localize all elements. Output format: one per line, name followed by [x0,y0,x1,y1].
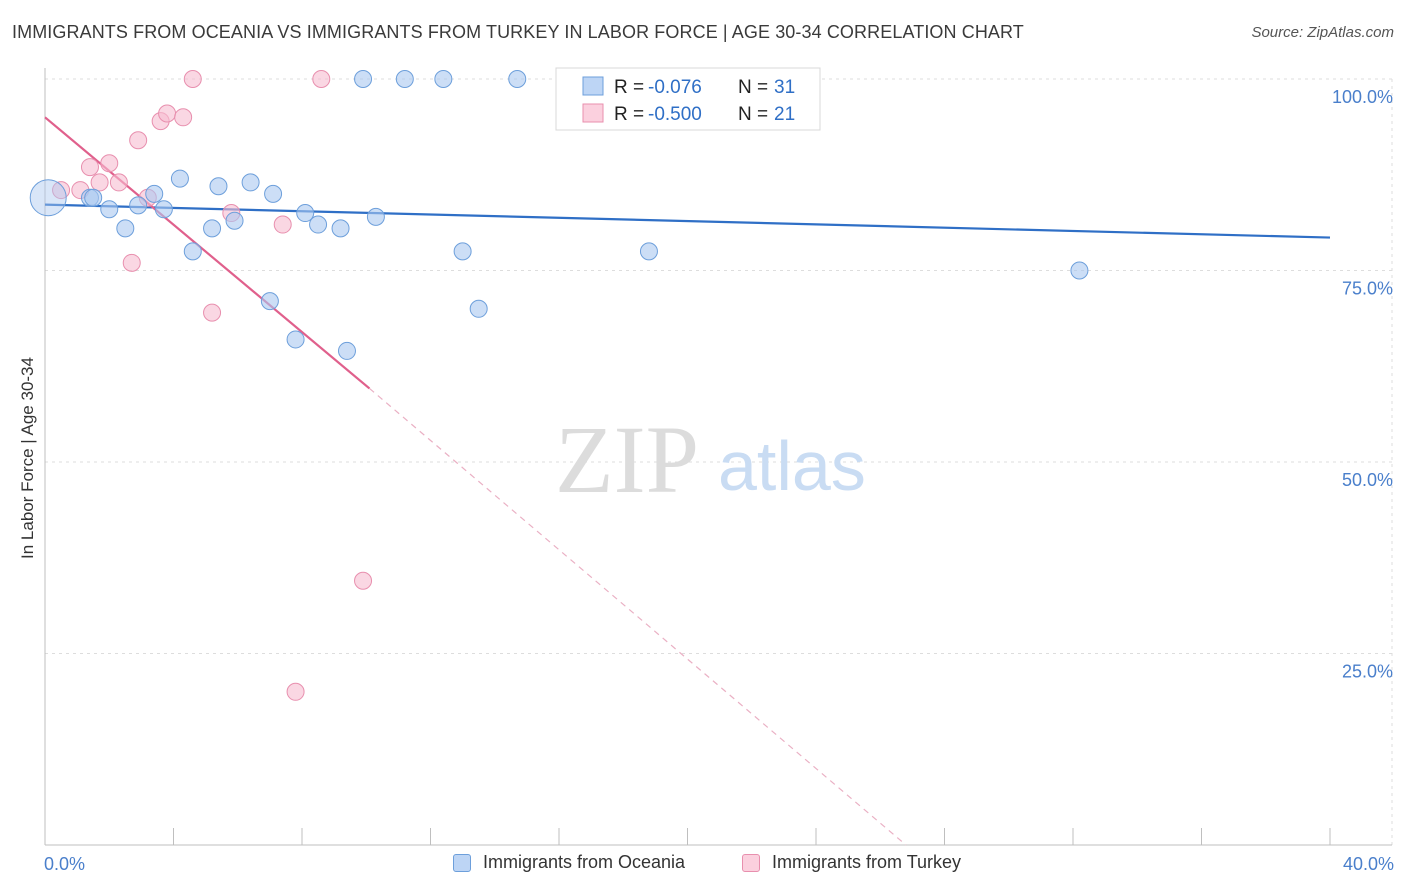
point-oceania[interactable] [129,196,148,215]
point-turkey[interactable] [286,682,305,701]
point-oceania[interactable] [260,292,279,311]
legend-n-label: N = [738,104,768,125]
point-turkey[interactable] [80,158,99,177]
point-oceania[interactable] [366,207,385,226]
point-turkey[interactable] [52,181,71,200]
chart-title: IMMIGRANTS FROM OCEANIA VS IMMIGRANTS FR… [12,22,1024,42]
point-oceania[interactable] [29,179,67,217]
point-oceania[interactable] [116,219,135,238]
point-turkey[interactable] [203,303,222,322]
watermark-atlas: atlas [718,427,866,505]
point-oceania[interactable] [508,70,527,88]
point-turkey[interactable] [312,70,331,88]
point-turkey[interactable] [122,253,141,272]
point-oceania[interactable] [286,330,305,349]
legend-item-oceania[interactable]: Immigrants from Oceania [453,852,685,873]
legend-item-turkey[interactable]: Immigrants from Turkey [742,852,961,873]
legend-r-value: -0.076 [648,77,702,98]
point-turkey[interactable] [354,571,373,590]
point-oceania[interactable] [453,242,472,261]
axes [44,68,1392,846]
legend-swatch-turkey [742,853,760,872]
point-oceania[interactable] [395,70,414,88]
series-legend: Immigrants from Oceania Immigrants from … [0,852,1406,878]
x-tick-label: 40.0% [1343,854,1394,874]
point-oceania[interactable] [1070,261,1089,280]
legend-n-value: 21 [774,104,795,125]
point-turkey[interactable] [90,173,109,192]
x-tick-label: 0.0% [44,854,85,874]
point-oceania[interactable] [209,177,228,196]
point-turkey[interactable] [109,173,128,192]
legend-r-label: R = [614,104,644,125]
point-turkey[interactable] [129,131,148,150]
point-turkey[interactable] [183,70,202,88]
legend-r-value: -0.500 [648,104,702,125]
trend-lines [44,116,1331,846]
y-tick-label: 25.0% [1342,662,1393,682]
stats-legend: R = -0.076 N = 31 R = -0.500 N = 21 [555,67,821,131]
point-oceania[interactable] [264,184,283,203]
point-oceania[interactable] [296,204,315,223]
point-oceania[interactable] [354,70,373,88]
point-oceania[interactable] [225,211,244,230]
legend-label-oceania: Immigrants from Oceania [483,852,686,872]
point-oceania[interactable] [170,169,189,188]
y-tick-label: 100.0% [1332,87,1393,107]
legend-r-label: R = [614,77,644,98]
point-oceania[interactable] [331,219,350,238]
point-oceania[interactable] [309,215,328,234]
tick-labels: 25.0% 50.0% 75.0% 100.0% 0.0% 40.0% [44,87,1394,874]
gridlines [45,78,1393,845]
data-points [29,70,1089,701]
point-oceania[interactable] [469,299,488,318]
trend-line-1 [44,116,371,390]
legend-label-turkey: Immigrants from Turkey [772,852,962,872]
legend-n-label: N = [738,77,768,98]
point-turkey[interactable] [273,215,292,234]
point-oceania[interactable] [154,200,173,219]
legend-n-value: 31 [774,77,795,98]
legend-swatch [582,76,604,96]
point-turkey[interactable] [158,104,177,123]
point-oceania[interactable] [183,242,202,261]
watermark-zip: ZIP [555,406,699,513]
point-oceania[interactable] [434,70,453,88]
point-oceania[interactable] [337,341,356,360]
source-label: Source: ZipAtlas.com [1251,24,1394,41]
point-oceania[interactable] [203,219,222,238]
point-turkey[interactable] [100,154,119,173]
legend-swatch [582,103,604,123]
legend-swatch-oceania [453,853,471,872]
point-oceania[interactable] [100,200,119,219]
trend-line-0 [44,203,1331,239]
y-tick-label: 50.0% [1342,470,1393,490]
point-oceania[interactable] [145,184,164,203]
point-oceania[interactable] [84,188,103,207]
point-oceania[interactable] [241,173,260,192]
point-oceania[interactable] [639,242,658,261]
trend-extension-1 [369,388,907,846]
y-tick-label: 75.0% [1342,279,1393,299]
point-turkey[interactable] [174,108,193,127]
